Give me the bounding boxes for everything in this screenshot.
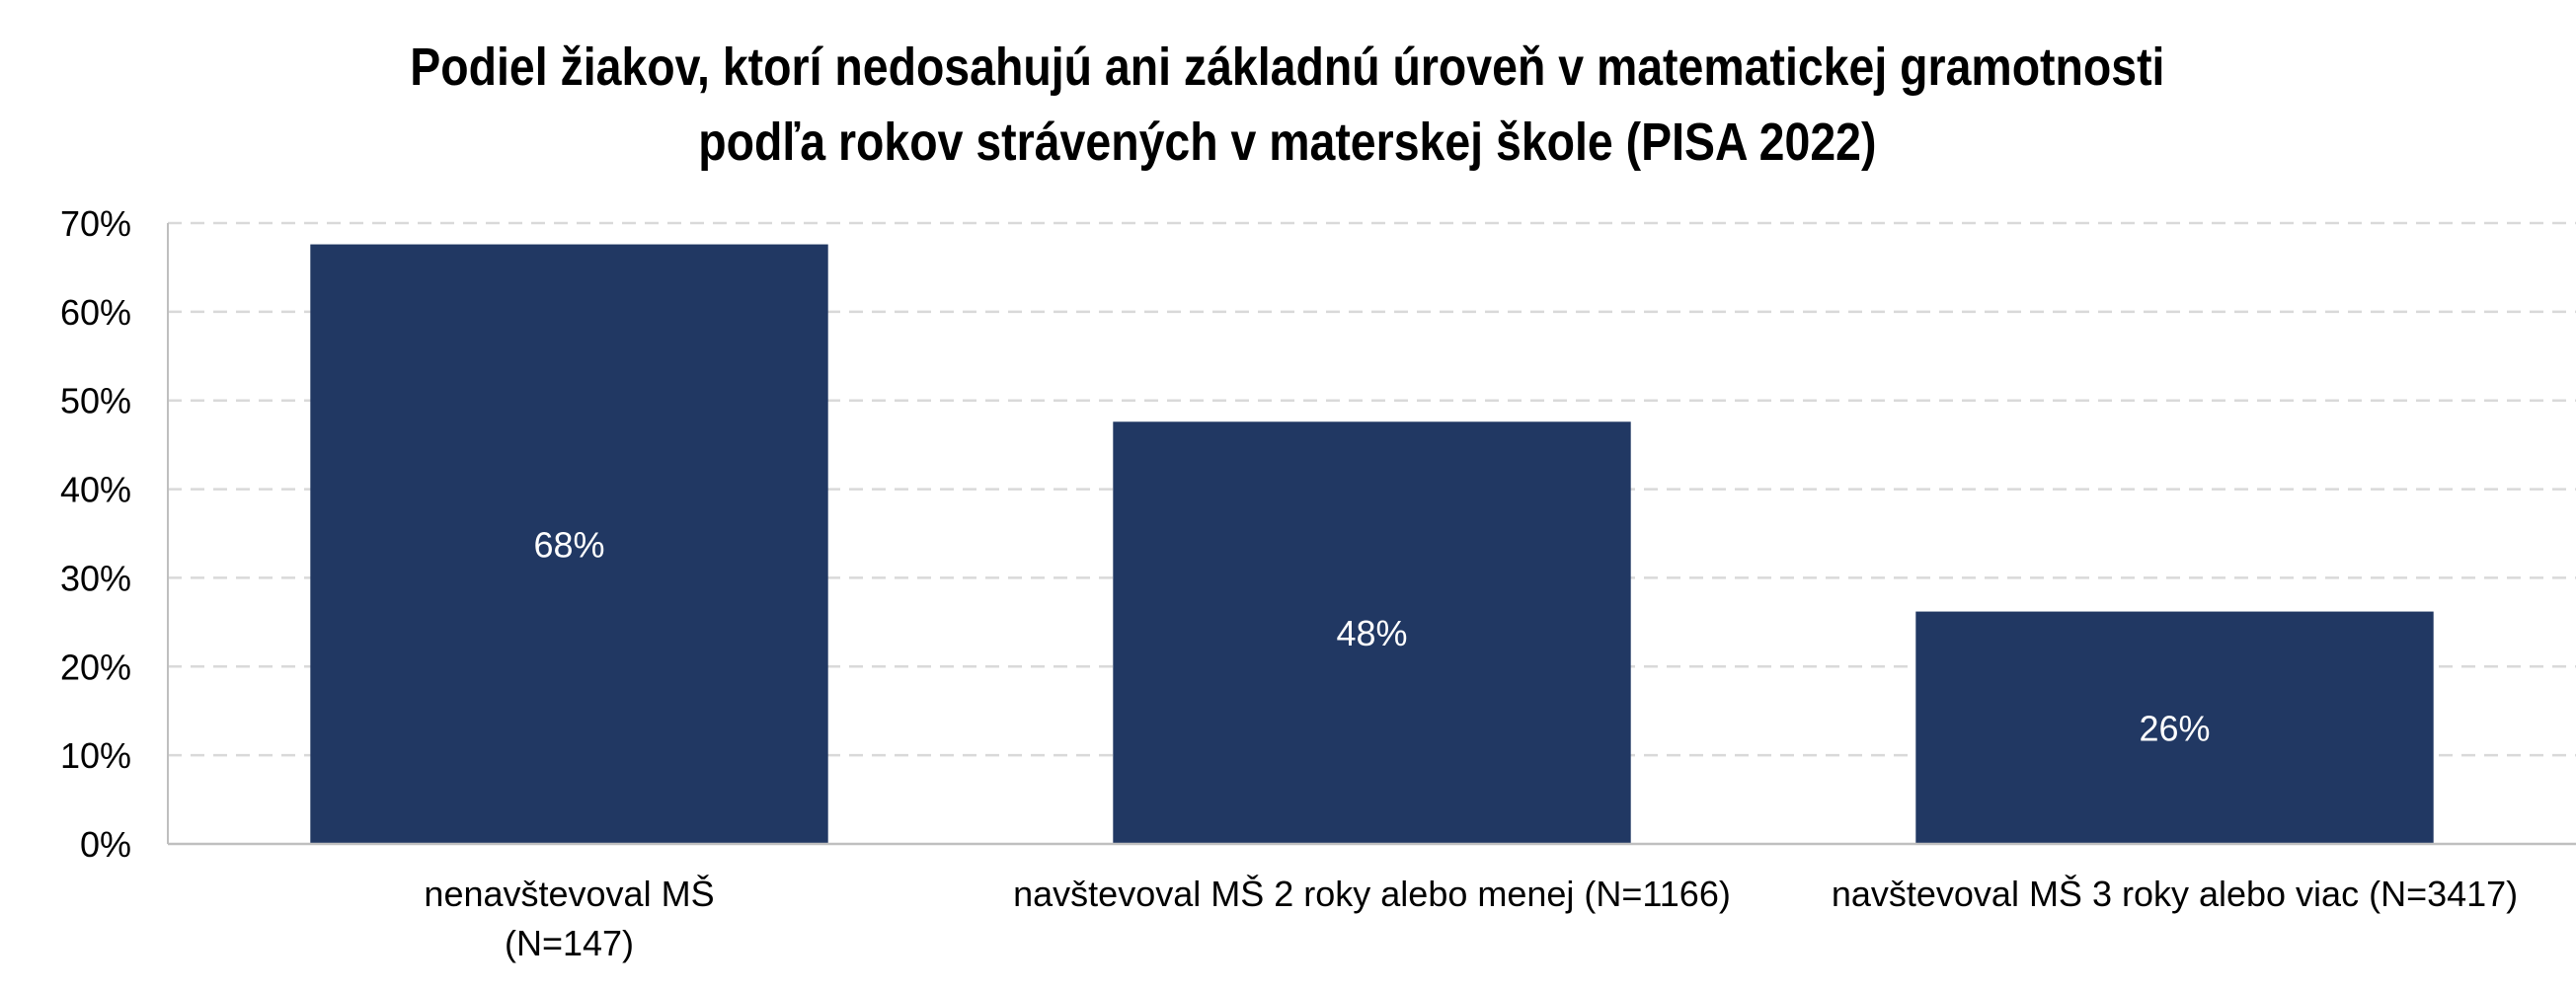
x-category-label: nenavštevoval MŠ [424,874,714,914]
chart-title-line-2: podľa rokov strávených v materskej škole… [698,113,1877,172]
y-tick-label: 70% [60,203,131,244]
y-tick-label: 60% [60,292,131,333]
y-tick-label: 0% [80,824,131,865]
x-category-label: (N=147) [505,923,634,963]
x-category-label: navštevoval MŠ 2 roky alebo menej (N=116… [1013,874,1731,914]
x-category-label: navštevoval MŠ 3 roky alebo viac (N=3417… [1832,874,2518,914]
bar [310,244,828,844]
data-label: 26% [2139,708,2210,748]
data-label: 68% [533,524,604,565]
data-label: 48% [1336,613,1407,653]
chart-title-line-1: Podiel žiakov, ktorí nedosahujú ani zákl… [410,38,2165,97]
axes [167,223,2576,846]
bar [1915,611,2434,844]
y-tick-label: 20% [60,647,131,687]
y-tick-label: 40% [60,470,131,510]
bar [1113,421,1631,844]
chart-labels: 0% 10% 20% 30% 40% 50% 60% 70% 68% nenavštevoval … [60,203,2518,963]
bars [310,244,2434,844]
y-tick-label: 10% [60,735,131,776]
y-tick-label: 30% [60,558,131,598]
y-tick-label: 50% [60,381,131,421]
chart-title: Podiel žiakov, ktorí nedosahujú ani zákl… [180,30,2395,180]
